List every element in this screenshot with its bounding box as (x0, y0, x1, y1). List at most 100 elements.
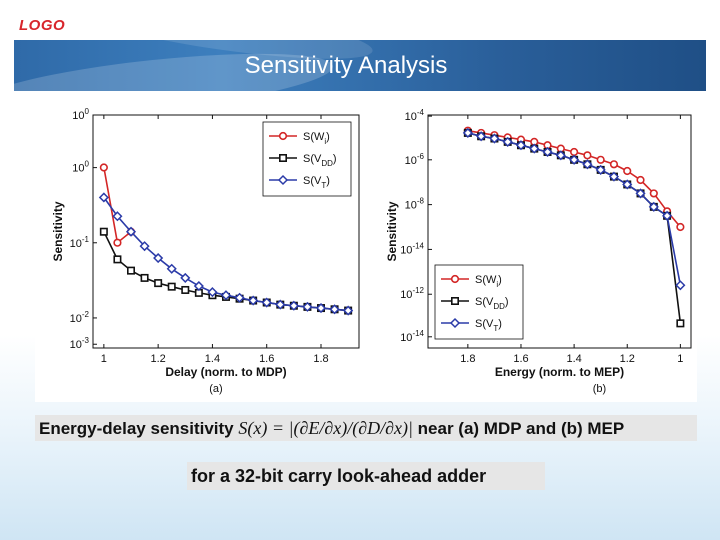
data-point (166, 263, 177, 274)
caption-line-2: for a 32-bit carry look-ahead adder (187, 462, 545, 490)
legend-marker (450, 297, 459, 306)
data-point (343, 305, 354, 316)
caption-formula: S(x) = |(∂E/∂x)/(∂D/∂x)| (238, 418, 413, 438)
legend: S(Wi) S(VDD) S(VT) (262, 121, 352, 197)
plot-frame (427, 114, 692, 349)
data-point (248, 295, 259, 306)
x-tick-label: 1.6 (259, 353, 274, 365)
legend-label: S(Wi) (303, 131, 330, 146)
x-tick-label: 1.2 (620, 353, 635, 365)
data-point (596, 155, 605, 164)
data-point (275, 299, 286, 310)
x-tick-label: 1.4 (205, 353, 220, 365)
data-point (220, 290, 232, 301)
title-banner (14, 40, 706, 91)
data-point (476, 131, 487, 142)
chart-panel-b: 1.8 1.6 1.4 1.2 1 Energy (norm. to MEP) Sensit… (385, 114, 692, 395)
data-point (582, 159, 593, 170)
data-point (649, 189, 658, 198)
data-point (167, 282, 176, 291)
data-point (648, 201, 659, 212)
data-point (662, 210, 673, 221)
data-point (193, 280, 204, 292)
data-point (234, 292, 245, 303)
logo: LOGO (19, 17, 66, 34)
data-point (329, 304, 340, 315)
legend-label: S(VT) (303, 175, 330, 190)
data-point (555, 150, 566, 161)
legend-box (434, 264, 524, 340)
data-point (623, 166, 632, 176)
data-point (676, 222, 685, 232)
legend-label: S(VDD) (475, 296, 509, 311)
caption-prefix: Energy-delay sensitivity (39, 419, 234, 438)
x-tick-label: 1 (677, 353, 683, 365)
data-point (570, 147, 579, 157)
x-axis-label: Delay (norm. to MDP) (165, 365, 286, 379)
caption-suffix: near (a) MDP and (b) MEP (417, 419, 625, 438)
y-tick-label: 100 (72, 160, 89, 175)
sensitivity-figure: 1 1.2 1.4 1.6 1.8 Delay (norm. to MDP) Sensiti… (51, 107, 692, 395)
data-point (207, 287, 218, 298)
data-point (675, 280, 686, 291)
x-tick-label: 1.4 (566, 353, 581, 365)
data-point (127, 266, 136, 275)
data-point (622, 179, 633, 190)
series-line (467, 129, 682, 228)
x-axis-label: Energy (norm. to MEP) (495, 365, 624, 379)
legend-label: S(VT) (475, 318, 502, 333)
x-tick-label: 1.2 (150, 353, 165, 365)
data-point (113, 238, 122, 247)
data-point (181, 285, 190, 294)
data-point (676, 319, 685, 328)
data-point (154, 279, 163, 288)
figure-panel: 1 1.2 1.4 1.6 1.8 Delay (norm. to MDP) Sensiti… (35, 100, 697, 402)
legend-marker (279, 153, 288, 162)
legend-marker (278, 131, 288, 141)
series-sv-t (462, 127, 686, 291)
legend-marker (450, 274, 460, 284)
y-tick-label: 10-14 (400, 241, 424, 256)
panel-label: (b) (593, 383, 606, 395)
y-tick-label: 10-2 (70, 310, 90, 325)
y-tick-label: 10-6 (405, 152, 425, 167)
series-sv-t (98, 192, 354, 316)
y-axis-label: Sensitivity (51, 201, 65, 261)
x-tick-label: 1.8 (460, 353, 475, 365)
x-tick-label: 1.8 (313, 353, 328, 365)
chart-panel-a: 1 1.2 1.4 1.6 1.8 Delay (norm. to MDP) Sensiti… (51, 114, 360, 395)
data-point (99, 163, 108, 172)
plot-frame (92, 114, 360, 349)
legend-box (262, 121, 352, 197)
caption-line-2-text: for a 32-bit carry look-ahead adder (191, 466, 487, 486)
legend-label: S(Wi) (475, 274, 502, 289)
data-point (529, 143, 540, 154)
legend-label: S(VDD) (303, 153, 337, 168)
panel-label: (a) (209, 383, 222, 395)
y-axis-label: Sensitivity (385, 201, 399, 261)
y-tick-label: 10-1 (70, 235, 90, 250)
y-tick-label: 10-4 (405, 108, 425, 123)
x-tick-label: 1 (101, 353, 107, 365)
series-sv-dd (99, 227, 353, 315)
data-point (569, 154, 580, 165)
series-sw-i (463, 126, 685, 232)
data-point (315, 303, 327, 314)
legend-marker (449, 317, 461, 329)
caption-line-1: Energy-delay sensitivity S(x) = |(∂E/∂x)… (35, 415, 697, 441)
data-point (542, 146, 553, 158)
data-point (502, 136, 513, 147)
y-tick-label: 10-12 (400, 286, 424, 301)
data-point (462, 127, 473, 138)
data-point (140, 273, 149, 282)
y-tick-label: 100 (72, 107, 89, 122)
legend: S(Wi) S(VDD) S(VT) (434, 264, 524, 340)
data-point (583, 151, 592, 160)
data-point (261, 297, 272, 308)
y-tick-label: 10-14 (400, 329, 424, 344)
data-point (153, 252, 164, 264)
y-tick-label: 10-8 (405, 197, 425, 212)
data-point (288, 300, 299, 311)
legend-marker (277, 174, 289, 186)
data-point (112, 211, 123, 222)
